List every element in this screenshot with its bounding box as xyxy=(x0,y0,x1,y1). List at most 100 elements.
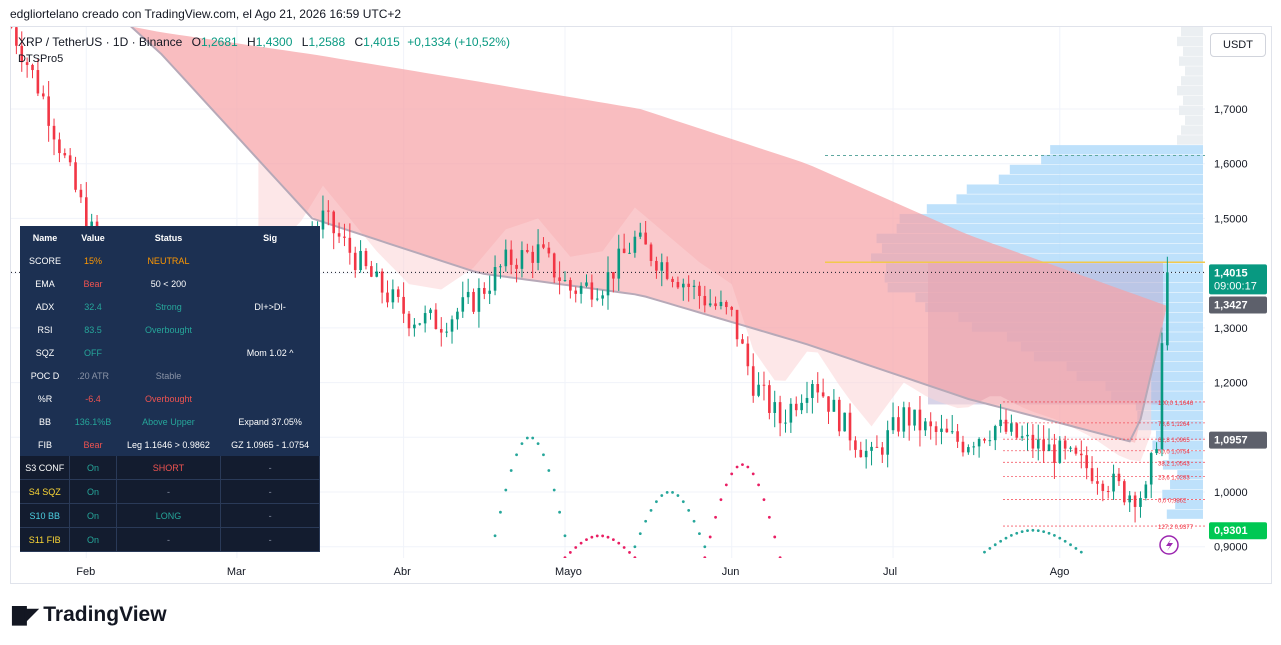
alert-icon-bolt xyxy=(1166,539,1173,551)
candle-body xyxy=(595,298,599,300)
candle-body xyxy=(58,139,61,154)
tradingview-logo-icon: ▇◤ xyxy=(12,605,39,626)
candle-body xyxy=(730,307,734,310)
oscillator-dot xyxy=(644,519,648,523)
oscillator-dot xyxy=(525,436,529,440)
candle-body xyxy=(25,62,29,65)
oscillator-dot xyxy=(708,535,712,539)
symbol-title[interactable]: XRP / TetherUS · 1D · Binance xyxy=(18,35,183,49)
alert-icon[interactable] xyxy=(1159,535,1179,555)
candle-body xyxy=(15,27,18,46)
oscillator-dot xyxy=(611,538,615,542)
candle-body xyxy=(445,331,448,333)
candle-body xyxy=(762,384,766,386)
volume-profile-bar xyxy=(881,243,1203,253)
signal-row-name: S10 BB xyxy=(20,503,71,528)
oscillator-dot xyxy=(671,490,674,494)
candle-body xyxy=(402,296,405,314)
candle-body xyxy=(1053,444,1056,463)
dashboard-table: Name Value Status Sig SCORE 15% NEUTRAL EMA Bear… xyxy=(20,226,320,552)
volume-profile-bar xyxy=(1137,411,1203,421)
signal-row-value: On xyxy=(69,456,117,480)
volume-profile-bar xyxy=(1009,164,1203,175)
candle-body xyxy=(579,285,583,294)
candle-body xyxy=(90,221,93,230)
dashboard-row: RSI 83.5 Overbought xyxy=(20,318,320,341)
volume-profile-bar xyxy=(876,233,1203,244)
candle-body xyxy=(499,266,502,268)
oscillator-dot xyxy=(579,541,583,545)
candle-body xyxy=(1015,423,1019,438)
indicator-name[interactable]: DTSPro5 xyxy=(18,53,64,65)
candle-body xyxy=(687,283,690,288)
high-label: H xyxy=(247,35,256,49)
tradingview-logo[interactable]: ▇◤ TradingView xyxy=(12,603,167,627)
candle-body xyxy=(1058,440,1062,463)
oscillator-dot xyxy=(681,500,685,504)
volume-profile-bar xyxy=(1170,479,1203,490)
candle-body xyxy=(897,417,900,432)
candle-body xyxy=(477,287,481,312)
candle-body xyxy=(574,290,578,294)
candle-body xyxy=(1133,495,1137,507)
candle-body xyxy=(20,45,24,63)
dashboard-row: SCORE 15% NEUTRAL xyxy=(20,249,320,272)
x-axis-month-label: Jul xyxy=(883,566,897,578)
candle-body xyxy=(1069,447,1072,449)
candle-body xyxy=(343,236,346,238)
candle-body xyxy=(456,311,459,320)
fib-level-label: 61,8 1,0965 xyxy=(1158,438,1190,444)
volume-profile-bar xyxy=(1185,66,1203,76)
candle-body xyxy=(380,271,384,293)
oscillator-dot xyxy=(590,535,594,539)
price-label-text: 1,3427 xyxy=(1214,299,1248,311)
candle-body xyxy=(1079,453,1083,456)
volume-profile-bar xyxy=(1181,76,1203,86)
candle-body xyxy=(768,385,771,413)
oscillator-dot xyxy=(1004,536,1008,540)
signal-row-name: S3 CONF xyxy=(20,456,71,480)
candle-body xyxy=(542,244,545,248)
candle-body xyxy=(891,417,895,431)
fib-level-label: 78,6 1,1264 xyxy=(1158,422,1190,428)
dashboard-row-status: 50 < 200 xyxy=(150,278,187,289)
y-axis-tick-label: 1,0000 xyxy=(1214,487,1248,499)
oscillator-dot xyxy=(698,532,701,536)
oscillator-dot xyxy=(778,556,782,558)
dashboard-row-value: 83.5 xyxy=(84,324,102,335)
candle-body xyxy=(337,233,341,237)
oscillator-dot xyxy=(999,539,1003,543)
open-label: O xyxy=(191,35,201,49)
candle-body xyxy=(1020,436,1024,438)
oscillator-dot xyxy=(617,541,621,545)
price-label-box xyxy=(1209,296,1267,314)
volume-profile-bar xyxy=(896,223,1203,234)
close-label: C xyxy=(354,35,364,49)
candle-body xyxy=(934,426,938,432)
dashboard-row-value: 136.1%B xyxy=(74,416,112,427)
candle-body xyxy=(859,449,863,458)
volume-profile-bar xyxy=(1181,125,1203,135)
oscillator-dot xyxy=(531,436,535,440)
candle-body xyxy=(827,396,830,412)
oscillator-dot xyxy=(703,545,707,549)
candle-body xyxy=(746,343,750,367)
oscillator-dot xyxy=(595,534,599,538)
oscillator-dot xyxy=(741,463,744,467)
candle-body xyxy=(735,309,739,340)
candle-body xyxy=(1074,447,1078,454)
oscillator-dot xyxy=(1079,550,1083,554)
y-axis-tick-label: 0,9000 xyxy=(1214,542,1248,554)
x-axis-month-label: Feb xyxy=(76,566,95,578)
candle-body xyxy=(606,272,610,296)
candle-body xyxy=(977,438,981,447)
dashboard-row-value: .20 ATR xyxy=(77,370,109,381)
candle-body xyxy=(967,447,970,453)
oscillator-dot xyxy=(687,509,691,512)
candle-body xyxy=(84,197,88,230)
candle-body xyxy=(1036,439,1040,449)
currency-button[interactable]: USDT xyxy=(1210,33,1266,57)
candle-body xyxy=(1112,473,1115,492)
dashboard-row-status: Leg 1.1646 > 0.9862 xyxy=(127,439,210,450)
